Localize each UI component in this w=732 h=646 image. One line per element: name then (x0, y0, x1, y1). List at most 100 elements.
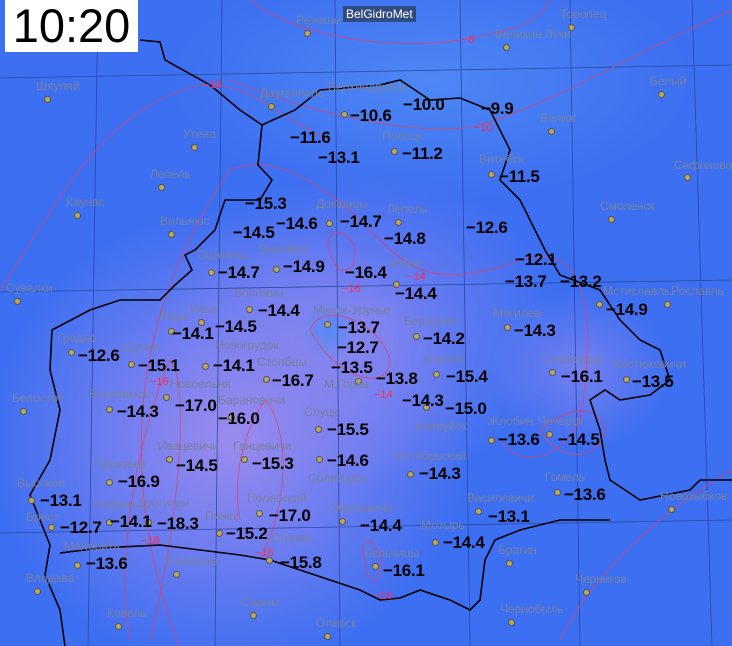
city-marker-icon (583, 589, 590, 596)
city-label: Сафоново (674, 158, 732, 172)
temperature-reading: −17.0 (175, 396, 217, 415)
city-marker-icon (475, 508, 482, 515)
city-marker-icon (228, 414, 235, 421)
city-marker-icon (341, 111, 348, 118)
city-marker-icon (433, 371, 440, 378)
city-label: Слуцк (304, 405, 338, 419)
temperature-reading: −14.3 (514, 321, 556, 340)
temperature-reading: −15.1 (138, 356, 180, 375)
temperature-reading: −14.5 (558, 430, 600, 449)
city-label: Торопец (560, 7, 607, 21)
temperature-reading: −11.5 (499, 167, 540, 186)
temperature-reading: −12.6 (78, 346, 120, 365)
city-label: Житковичи (331, 501, 393, 515)
temperature-reading: −13.7 (338, 318, 380, 337)
isotherm-label: −14 (374, 389, 393, 401)
city-label: Брагин (498, 543, 537, 557)
warm-zone (300, 300, 360, 360)
temperature-reading: −14.4 (395, 284, 437, 303)
temperature-reading: −14.4 (360, 516, 402, 535)
city-label: Брест (26, 510, 59, 524)
city-label: Новоельня (170, 377, 231, 391)
city-label: Ивье (190, 302, 218, 316)
city-label: Лепель (150, 167, 191, 181)
city-marker-icon (158, 184, 165, 191)
city-marker-icon (355, 378, 362, 385)
city-marker-icon (106, 519, 113, 526)
city-marker-icon (339, 518, 346, 525)
temperature-reading: −13.1 (488, 507, 530, 526)
city-marker-icon (163, 394, 170, 401)
city-label: Витебск (479, 152, 524, 166)
city-marker-icon (324, 633, 331, 640)
city-marker-icon (413, 333, 420, 340)
country-border (29, 39, 732, 646)
city-marker-icon (503, 44, 510, 51)
city-marker-icon (608, 216, 615, 223)
city-marker-icon (664, 301, 671, 308)
temperature-reading: −10.6 (350, 106, 392, 125)
city-label: М.Горка (324, 377, 369, 391)
city-label: Чернигов (575, 572, 627, 586)
city-marker-icon (202, 363, 209, 370)
city-label: Лида (159, 309, 188, 323)
city-marker-icon (506, 560, 513, 567)
city-marker-icon (74, 212, 81, 219)
city-marker-icon (115, 623, 122, 630)
isotherm-label: −16 (150, 376, 169, 388)
city-label: Новозыбков (660, 489, 728, 503)
temperature-reading: −14.9 (283, 257, 325, 276)
city-label: Вильнюс (160, 214, 210, 228)
city-label: Любешов (165, 554, 218, 568)
city-label: Ивацевичи (158, 439, 219, 453)
city-marker-icon (391, 148, 398, 155)
city-label: Бобруйск (415, 419, 467, 433)
city-marker-icon (34, 588, 41, 595)
city-marker-icon (198, 319, 205, 326)
city-label: Мозырь (421, 518, 465, 532)
city-marker-icon (166, 456, 173, 463)
city-label: Щучин (122, 340, 160, 354)
city-marker-icon (250, 612, 257, 619)
temperature-reading: −14.1 (110, 512, 152, 531)
temperature-reading: −15.5 (327, 420, 369, 439)
city-label: Столин (271, 531, 312, 545)
temperature-reading: −13.6 (86, 554, 128, 573)
city-label: Солигорск (308, 471, 366, 485)
temperature-reading: −14.5 (176, 456, 218, 475)
city-marker-icon (395, 219, 402, 226)
temperature-reading: −14.3 (419, 464, 461, 483)
temperature-reading: −14.6 (276, 214, 318, 233)
cold-zone (490, 290, 670, 450)
city-label: Гомель (545, 470, 586, 484)
city-label: Орша (388, 256, 421, 270)
city-label: Каунас (66, 195, 105, 209)
city-marker-icon (548, 128, 555, 135)
city-marker-icon (14, 298, 21, 305)
temperature-reading: −11.2 (402, 144, 443, 163)
temperature-reading: −12.7 (337, 338, 379, 357)
city-marker-icon (316, 456, 323, 463)
city-marker-icon (128, 361, 135, 368)
city-marker-icon (488, 437, 495, 444)
city-label: Березино (404, 314, 458, 328)
city-label: Могилев (493, 306, 541, 320)
temperature-reading: −14.3 (402, 391, 444, 410)
city-marker-icon (393, 281, 400, 288)
city-marker-icon (549, 369, 556, 376)
temperature-reading: −17.0 (269, 506, 311, 525)
city-label: Кобрин (94, 497, 135, 511)
temperature-reading: −12.1 (515, 250, 557, 269)
city-label: Костюковичи (614, 357, 687, 371)
city-label: Чернобыль (500, 602, 564, 616)
city-marker-icon (106, 479, 113, 486)
city-label: Чечерск (538, 414, 584, 428)
isotherm-label: −16 (374, 590, 393, 602)
city-label: Октябрьский (395, 449, 467, 463)
city-label: Шяуляй (36, 79, 80, 93)
city-marker-icon (168, 328, 175, 335)
city-label: Минск-Уручье (313, 303, 391, 317)
city-marker-icon (546, 431, 553, 438)
